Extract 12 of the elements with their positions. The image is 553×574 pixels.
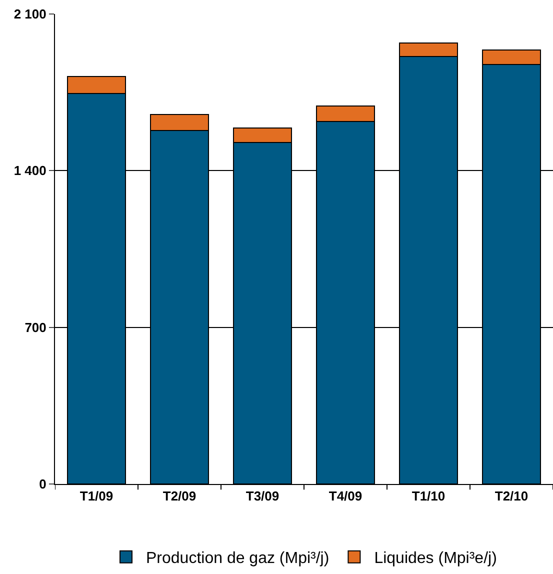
x-tick-label: T3/09 [246, 488, 280, 504]
x-tick-label: T1/10 [412, 488, 446, 504]
y-tick-label: 0 [39, 476, 46, 492]
x-tick-label: T4/09 [328, 488, 362, 504]
y-tick-label: 700 [24, 320, 46, 335]
x-tick-label: T2/10 [494, 488, 528, 504]
x-tick-label: T1/09 [80, 488, 114, 504]
x-tick-label: T2/09 [162, 488, 196, 504]
y-tick-label: 1 400 [14, 163, 46, 178]
legend-label: Liquides (Mpi³e/j) [374, 550, 497, 568]
legend-label: Production de gaz (Mpi³/j) [146, 550, 330, 568]
y-tick-label: 2 100 [14, 6, 46, 22]
